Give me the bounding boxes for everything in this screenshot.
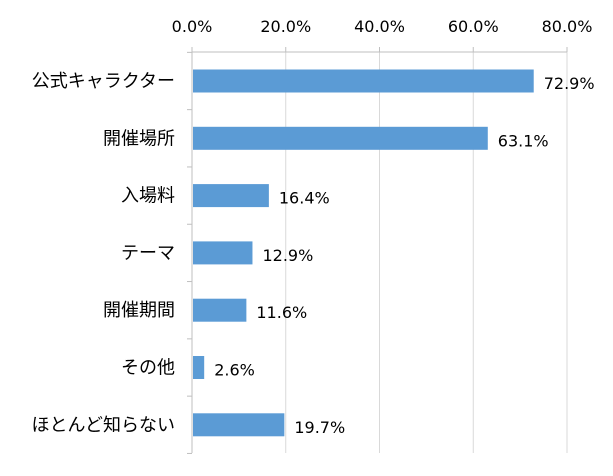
x-tick-label: 0.0% <box>172 17 213 36</box>
bar <box>193 241 253 265</box>
category-label: テーマ <box>121 243 175 264</box>
data-label: 19.7% <box>294 418 345 437</box>
category-label: 開催場所 <box>103 128 175 149</box>
data-label: 16.4% <box>279 189 330 208</box>
bar <box>193 413 285 437</box>
category-label: 開催期間 <box>103 300 175 321</box>
gridlines <box>285 52 568 453</box>
bar <box>193 69 534 93</box>
category-label: その他 <box>121 358 175 379</box>
bar <box>193 184 269 208</box>
category-label: 公式キャラクター <box>32 71 175 92</box>
category-label: ほとんど知らない <box>32 415 175 436</box>
bar <box>193 298 247 322</box>
x-tick-label: 20.0% <box>260 17 311 36</box>
data-label: 72.9% <box>544 74 595 93</box>
bar <box>193 356 205 379</box>
x-tick-label: 40.0% <box>354 17 405 36</box>
data-label: 11.6% <box>256 303 307 322</box>
axes <box>187 47 568 454</box>
category-label: 入場料 <box>121 186 175 207</box>
x-tick-label: 80.0% <box>542 17 593 36</box>
x-tick-label: 60.0% <box>448 17 499 36</box>
bars <box>193 69 534 437</box>
data-label: 2.6% <box>214 361 255 380</box>
data-label: 63.1% <box>498 131 549 150</box>
bar <box>193 126 488 150</box>
data-label: 12.9% <box>262 246 313 265</box>
labels: 0.0% 20.0% 40.0% 60.0% 80.0% 公式キャラクター 72.9% 開催場… <box>32 17 595 437</box>
